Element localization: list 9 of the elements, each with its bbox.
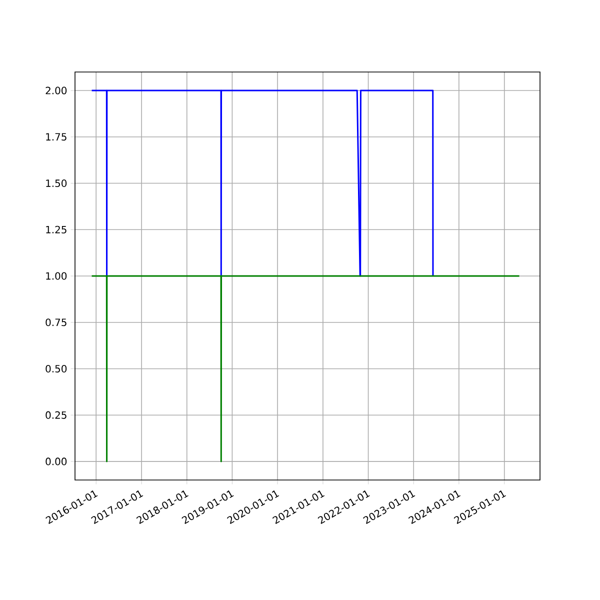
y-tick-label: 0.00 xyxy=(46,458,67,466)
y-tick-label: 0.75 xyxy=(46,318,66,326)
y-tick-label: 2.00 xyxy=(46,86,67,94)
y-tick-label: 1.25 xyxy=(46,226,66,234)
y-tick-label: 0.50 xyxy=(46,364,67,372)
y-tick-label: 1.50 xyxy=(46,179,67,188)
y-tick-label: 1.75 xyxy=(46,133,66,141)
y-tick-label: 0.25 xyxy=(46,411,66,419)
y-tick-label: 1.00 xyxy=(46,272,67,280)
